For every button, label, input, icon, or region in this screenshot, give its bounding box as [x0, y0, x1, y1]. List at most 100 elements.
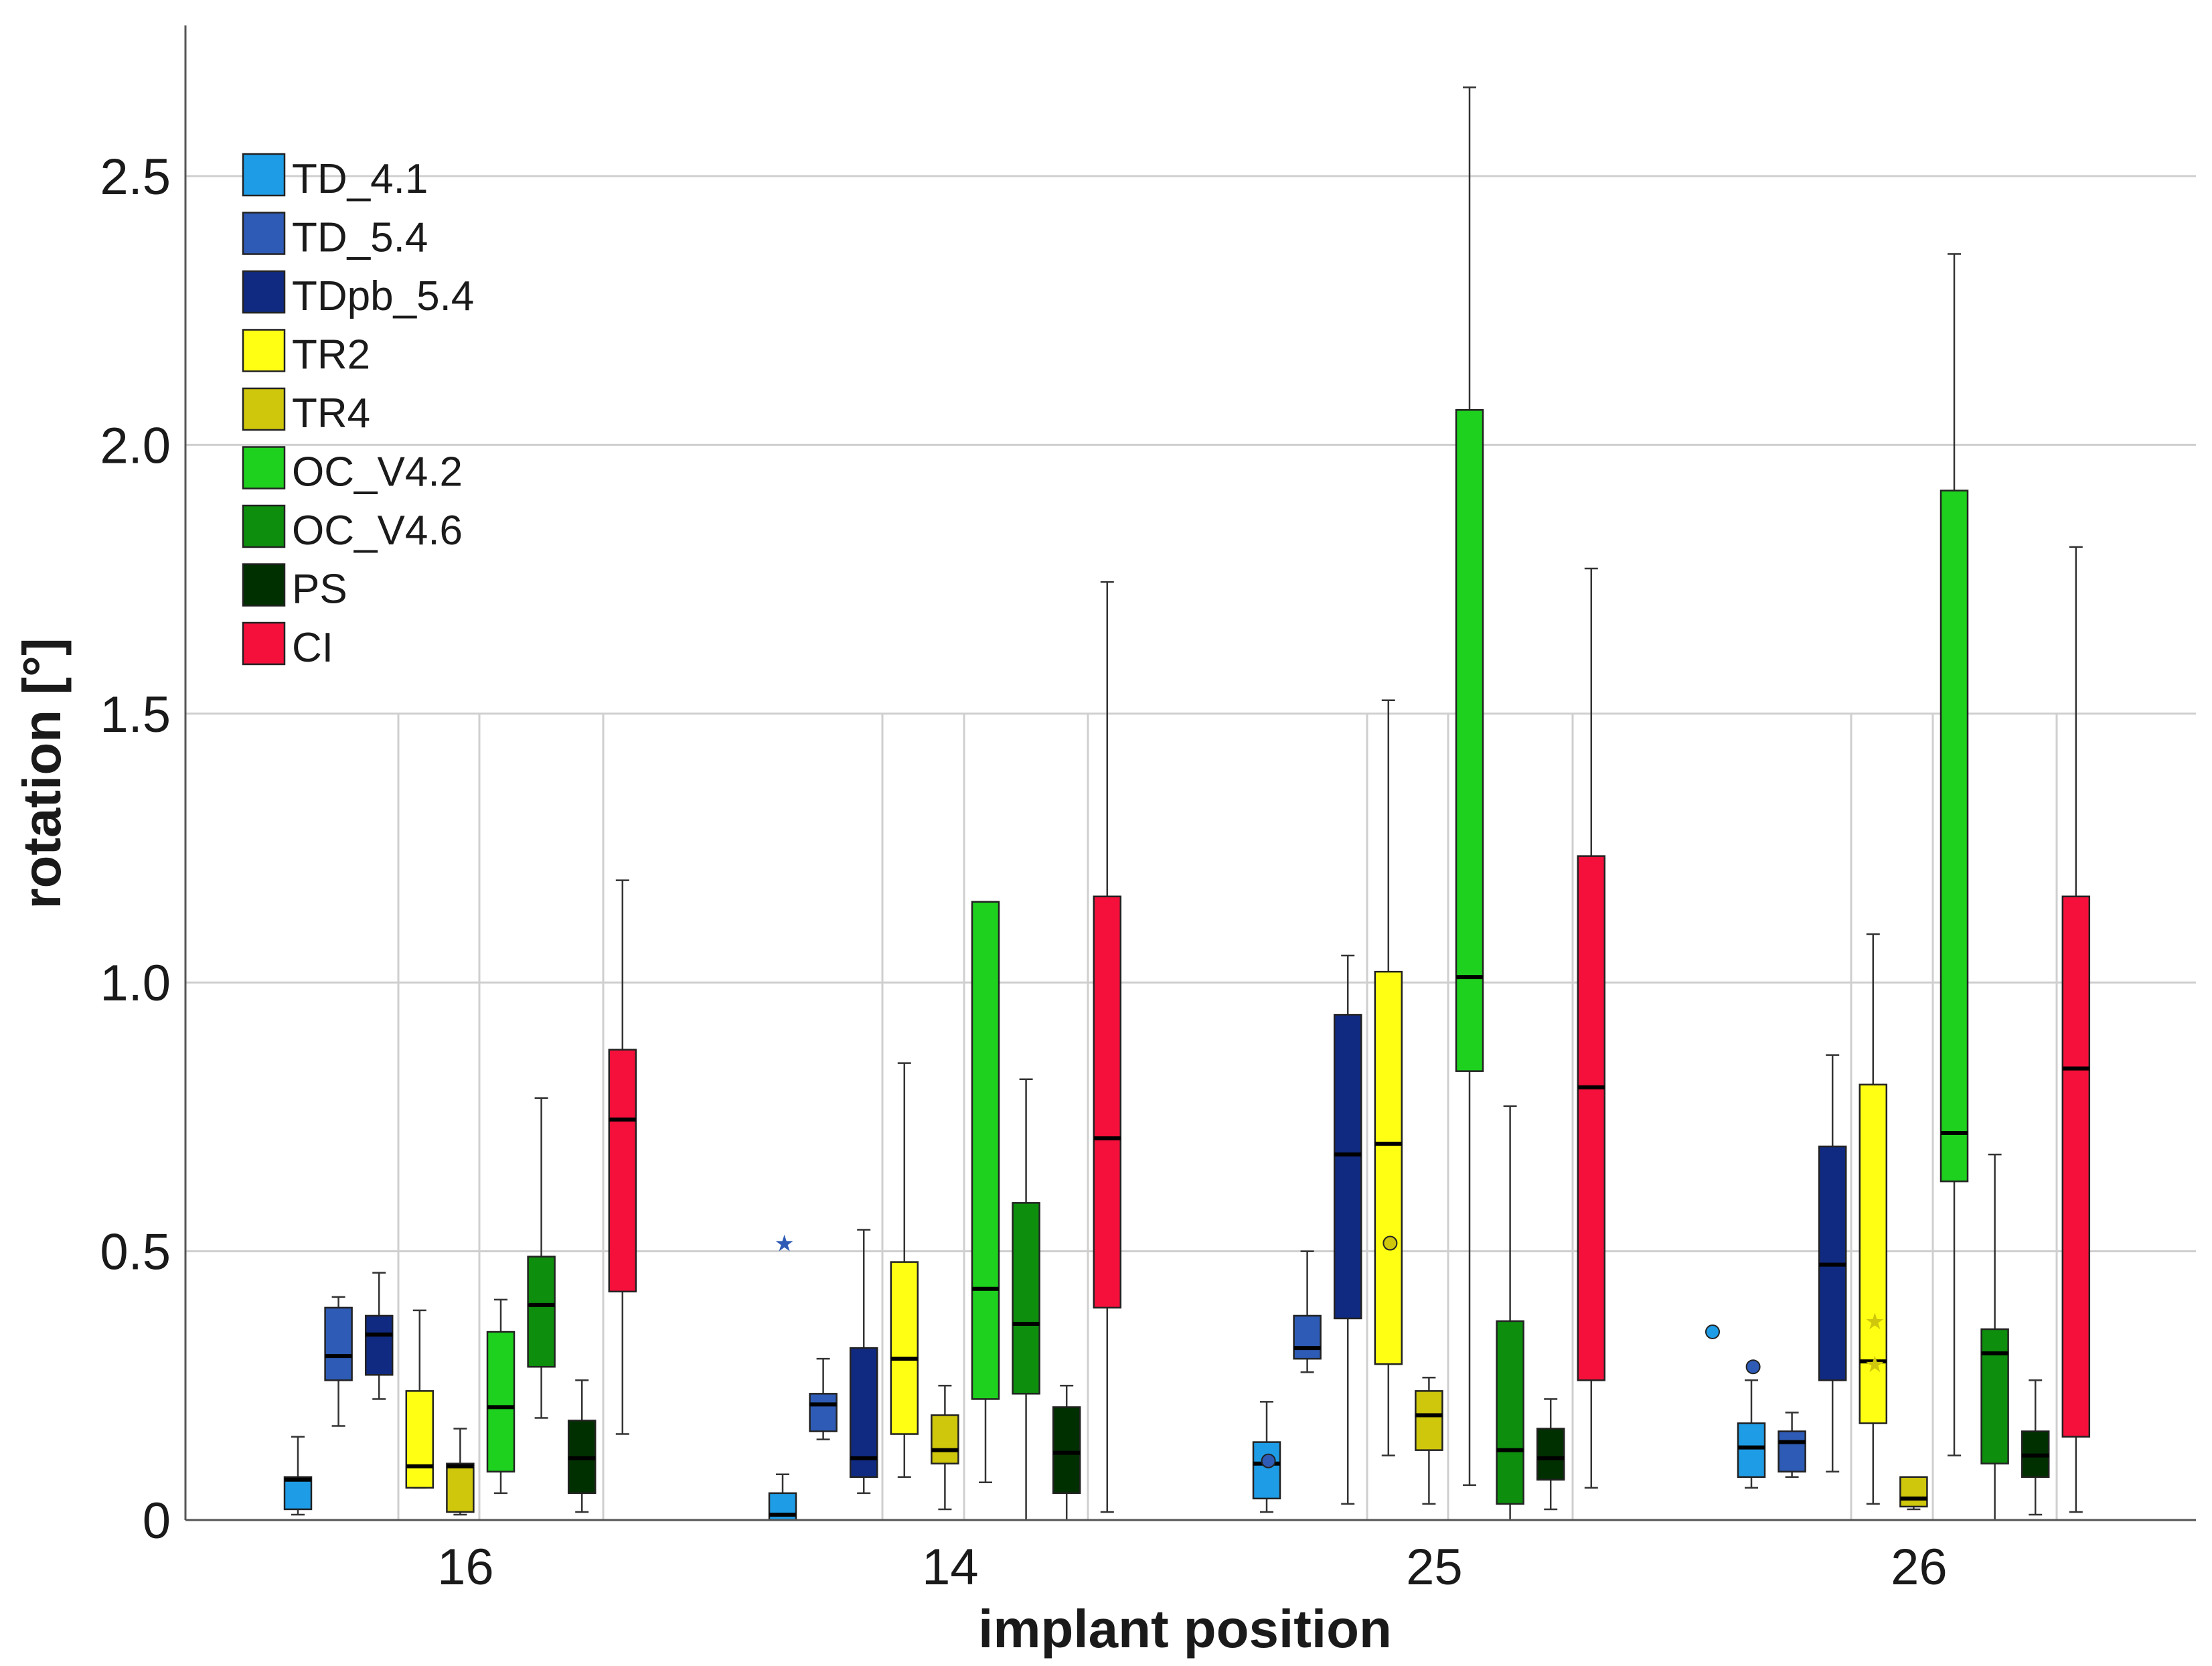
legend-swatch [242, 504, 286, 548]
x-tick-label-25: 25 [1406, 1539, 1463, 1596]
iqr-box [1778, 1430, 1806, 1472]
iqr-box [1333, 1014, 1362, 1320]
box-OC_V4.2-25 [1455, 86, 1484, 1487]
legend-item-PS: PS [242, 563, 347, 613]
iqr-box [405, 1390, 434, 1489]
iqr-box [849, 1347, 878, 1479]
x-tick-label-14: 14 [922, 1539, 979, 1596]
box-TR4-25 [1382, 1235, 1443, 1505]
iqr-box [1899, 1476, 1928, 1508]
iqr-box [1577, 855, 1606, 1381]
legend-item-CI: CI [242, 621, 333, 671]
y-tick-label-2.0: 2.0 [100, 417, 171, 474]
outlier-star-2: ★ [1865, 1309, 1885, 1335]
legend-label: TR4 [292, 390, 370, 437]
box-TR4-16 [446, 1428, 475, 1516]
legend-swatch [242, 563, 286, 607]
box-TR2-14 [890, 1062, 919, 1479]
legend-label: OC_V4.6 [292, 508, 463, 554]
legend-item-OC_V4.6: OC_V4.6 [242, 504, 463, 554]
iqr-box [486, 1331, 516, 1472]
legend: TD_4.1 TD_5.4 TDpb_5.4 TR2 TR4 OC_V4.2 OC_V4.6… [242, 153, 474, 671]
box-TD_4.1-16 [283, 1436, 313, 1516]
box-OC_V4.2-16 [486, 1298, 516, 1495]
legend-swatch [242, 446, 286, 489]
box-OC_V4.2-14 [971, 901, 1000, 1484]
box-TDpb_5.4-25 [1333, 954, 1362, 1505]
legend-label: PS [292, 566, 347, 613]
box-TDpb_5.4-16 [364, 1272, 394, 1400]
outlier-circle-1 [1382, 1235, 1398, 1251]
iqr-box [324, 1306, 353, 1381]
iqr-box [1496, 1320, 1524, 1505]
legend-item-TDpb_5.4: TDpb_5.4 [242, 270, 474, 319]
box-TR4-14 [931, 1385, 959, 1511]
box-OC_V4.2-26 [1940, 253, 1969, 1456]
legend-item-TD_5.4: TD_5.4 [242, 212, 428, 261]
box-layer: ★★★ [283, 86, 2091, 1521]
legend-swatch [242, 212, 286, 255]
box-OC_V4.6-25 [1496, 1105, 1524, 1521]
x-tick-layer: 16 14 25 26 [437, 1539, 1948, 1596]
legend-label: CI [292, 625, 333, 671]
axis-layer [184, 25, 2196, 1521]
box-OC_V4.6-26 [1980, 1153, 2009, 1521]
box-TR2-26 [1859, 933, 1888, 1505]
box-CI-16 [608, 879, 637, 1435]
box-CI-25 [1577, 567, 1606, 1489]
box-TDpb_5.4-14 [849, 1229, 878, 1495]
box-TR4-26: ★★ [1865, 1309, 1928, 1511]
iqr-box [1536, 1428, 1565, 1481]
outlier-circle-1 [1261, 1453, 1276, 1468]
box-TD_5.4-25 [1261, 1250, 1322, 1468]
iqr-box [1980, 1328, 2009, 1464]
box-OC_V4.6-14 [1012, 1078, 1040, 1521]
legend-label: TDpb_5.4 [292, 273, 474, 319]
box-TD_5.4-16 [324, 1296, 353, 1427]
iqr-box [608, 1049, 637, 1293]
legend-swatch [242, 387, 286, 431]
box-TD_4.1-25 [1252, 1401, 1281, 1513]
legend-swatch [242, 329, 286, 372]
legend-item-TR4: TR4 [242, 387, 370, 437]
legend-swatch [242, 153, 286, 197]
iqr-box [1093, 895, 1122, 1309]
iqr-box [1455, 408, 1484, 1072]
legend-label: OC_V4.2 [292, 449, 463, 496]
iqr-box [1252, 1441, 1281, 1500]
x-axis-title: implant position [978, 1599, 1392, 1659]
iqr-box [527, 1256, 556, 1368]
box-TR2-16 [405, 1309, 434, 1489]
legend-label: TD_4.1 [292, 156, 428, 202]
iqr-box [446, 1462, 475, 1513]
iqr-box [809, 1393, 838, 1432]
outlier-star-1: ★ [1865, 1352, 1885, 1377]
box-PS-26 [2021, 1379, 2050, 1516]
iqr-box [1859, 1083, 1888, 1424]
legend-item-TR2: TR2 [242, 329, 370, 378]
legend-swatch [242, 270, 286, 314]
iqr-box [1012, 1202, 1040, 1395]
legend-item-TD_4.1: TD_4.1 [242, 153, 428, 202]
iqr-box [931, 1414, 959, 1464]
iqr-box [1293, 1314, 1322, 1360]
y-tick-label-0: 0 [143, 1493, 171, 1549]
y-tick-label-1.5: 1.5 [100, 686, 171, 743]
iqr-box [1052, 1406, 1081, 1495]
box-OC_V4.6-16 [527, 1097, 556, 1419]
legend-label: TR2 [292, 332, 370, 378]
box-CI-14 [1093, 581, 1122, 1513]
y-axis-title: rotation [°] [12, 637, 72, 909]
y-tick-layer: 0 0.5 1.0 1.5 2.0 2.5 [100, 149, 171, 1549]
y-tick-label-0.5: 0.5 [100, 1224, 171, 1281]
x-tick-label-26: 26 [1891, 1539, 1948, 1596]
box-TR2-25 [1374, 699, 1403, 1456]
iqr-box [364, 1314, 394, 1376]
iqr-box [1737, 1422, 1766, 1479]
box-PS-25 [1536, 1398, 1565, 1511]
y-tick-label-2.5: 2.5 [100, 149, 171, 206]
x-tick-label-16: 16 [437, 1539, 494, 1596]
outlier-star-1: ★ [774, 1231, 794, 1257]
legend-item-OC_V4.2: OC_V4.2 [242, 446, 463, 496]
iqr-box [1415, 1390, 1443, 1451]
